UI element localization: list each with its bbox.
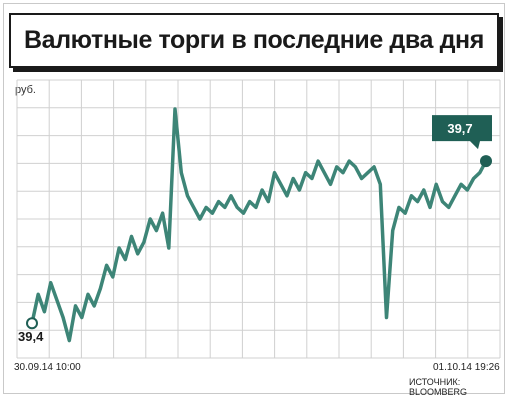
source-label: ИСТОЧНИК: BLOOMBERG — [409, 377, 468, 397]
x-start-label: 30.09.14 10:00 — [14, 362, 81, 373]
y-unit-label: руб. — [15, 84, 36, 96]
title-box: Валютные торги в последние два дня — [9, 13, 499, 68]
x-end-label: 01.10.14 19:26 — [433, 362, 500, 373]
chart-frame — [3, 3, 505, 394]
end-callout: 39,7 — [432, 115, 492, 150]
end-marker — [480, 155, 492, 168]
start-value-label: 39,4 — [18, 329, 44, 344]
chart-title: Валютные торги в последние два дня — [24, 26, 484, 54]
grid — [16, 79, 501, 359]
end-callout-box — [432, 115, 492, 150]
end-value-label: 39,7 — [447, 121, 472, 136]
start-marker — [26, 317, 38, 330]
series-line — [30, 107, 488, 343]
